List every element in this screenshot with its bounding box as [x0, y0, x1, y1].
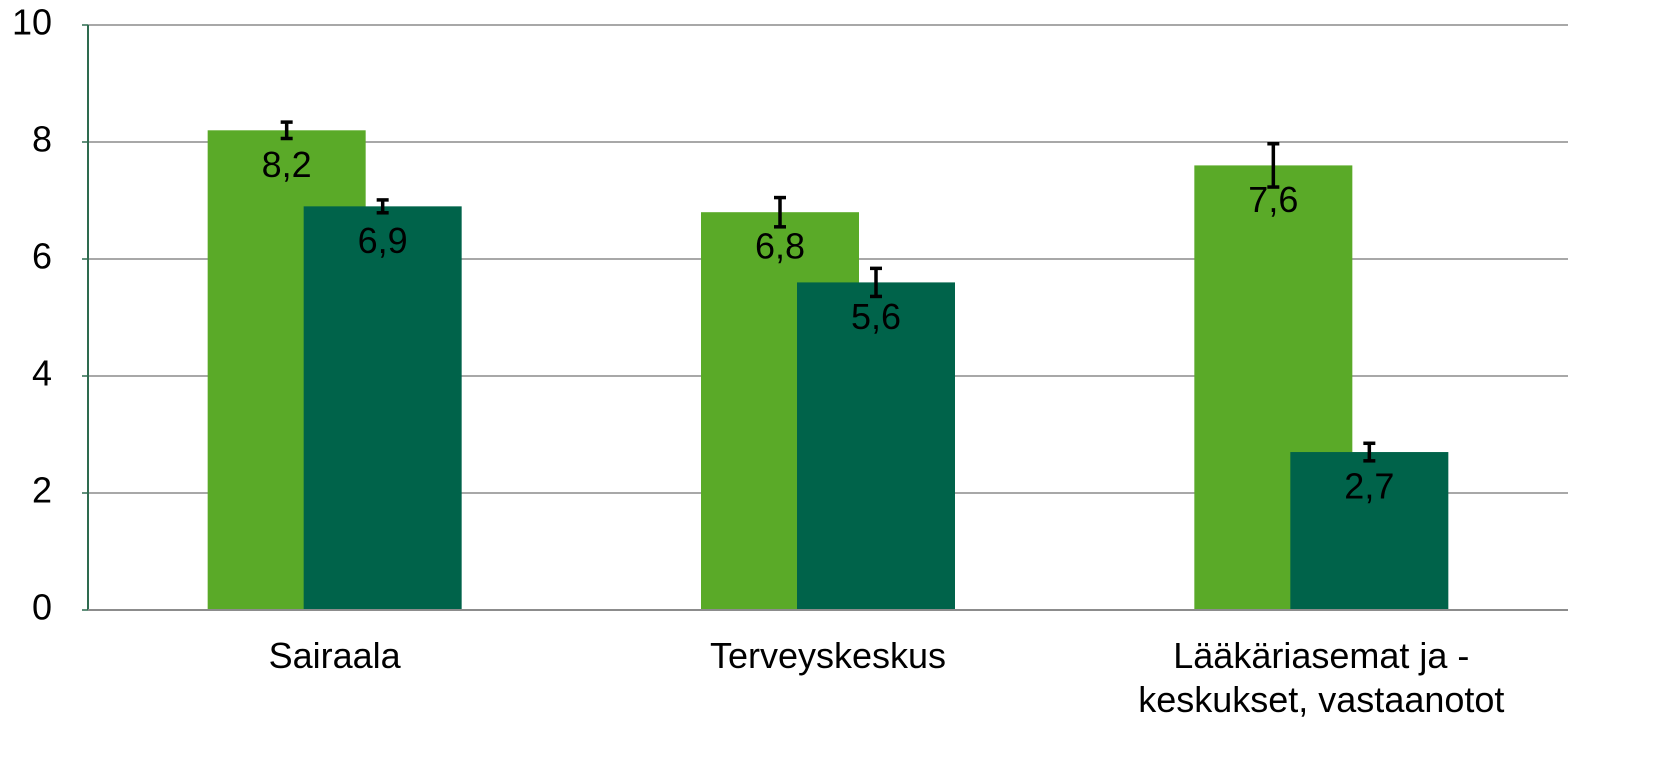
error-bar: [774, 195, 786, 229]
y-tick-label: 4: [32, 353, 52, 394]
y-tick-label: 2: [32, 470, 52, 511]
error-bar: [1267, 142, 1280, 189]
x-tick-label: Terveyskeskus: [710, 635, 946, 676]
value-label: 6,8: [755, 226, 805, 267]
x-tick-label: Sairaala: [269, 635, 402, 676]
y-tick-label: 0: [32, 587, 52, 628]
error-bar: [1363, 441, 1376, 463]
bar: [797, 282, 955, 610]
error-bar: [376, 198, 389, 215]
value-label: 2,7: [1344, 466, 1394, 507]
error-bar: [870, 266, 882, 299]
bar: [1290, 452, 1449, 610]
value-label: 5,6: [851, 296, 901, 337]
y-tick-label: 8: [32, 119, 52, 160]
value-label: 6,9: [358, 220, 408, 261]
value-label: 8,2: [262, 144, 312, 185]
error-bar: [280, 120, 293, 141]
bar: [303, 206, 462, 610]
y-tick-label: 10: [12, 2, 52, 43]
y-tick-label: 6: [32, 236, 52, 277]
x-tick-label: Lääkäriasemat ja -keskukset, vastaanotot: [1138, 635, 1504, 720]
